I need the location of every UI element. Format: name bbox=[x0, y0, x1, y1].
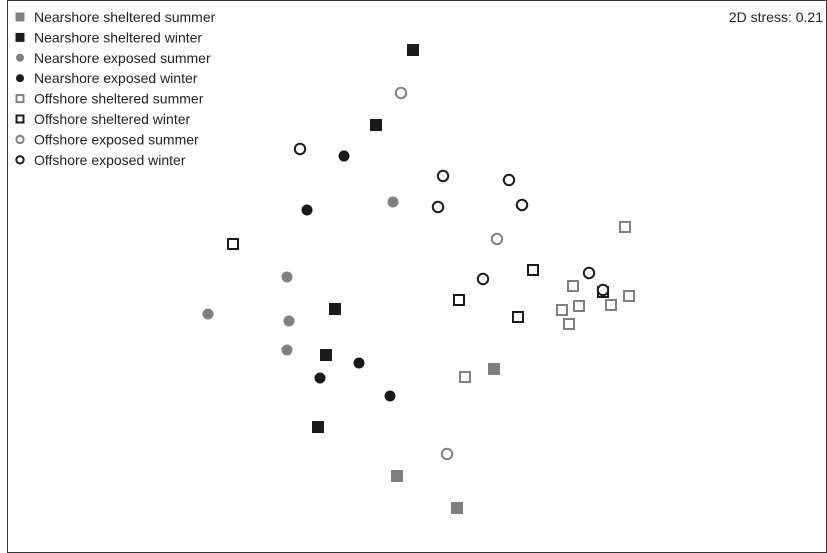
legend-label-offshore-exposed-winter: Offshore exposed winter bbox=[34, 152, 186, 168]
legend-label-offshore-sheltered-summer: Offshore sheltered summer bbox=[34, 91, 204, 107]
point-offshore-exposed-summer-1 bbox=[394, 86, 408, 100]
point-nearshore-exposed-summer-4 bbox=[283, 315, 295, 327]
point-nearshore-sheltered-summer-3 bbox=[451, 502, 463, 514]
series-offshore-exposed-summer bbox=[394, 86, 504, 461]
legend-marker-offshore-exposed-summer bbox=[15, 134, 25, 145]
point-nearshore-sheltered-winter-3 bbox=[329, 303, 341, 315]
point-offshore-sheltered-summer-3 bbox=[623, 290, 635, 302]
legend-marker-nearshore-sheltered-summer bbox=[15, 12, 25, 22]
point-nearshore-sheltered-summer-2 bbox=[391, 470, 403, 482]
point-offshore-sheltered-summer-2 bbox=[567, 280, 579, 292]
point-nearshore-exposed-winter-3 bbox=[353, 357, 365, 369]
series-nearshore-exposed-winter bbox=[301, 150, 396, 402]
point-offshore-exposed-winter-6 bbox=[476, 272, 490, 286]
series-nearshore-exposed-summer bbox=[202, 196, 399, 356]
point-offshore-sheltered-winter-2 bbox=[527, 264, 539, 276]
legend-label-nearshore-exposed-summer: Nearshore exposed summer bbox=[34, 50, 211, 66]
legend-label-nearshore-exposed-winter: Nearshore exposed winter bbox=[34, 70, 198, 86]
legend-label-offshore-exposed-summer: Offshore exposed summer bbox=[34, 131, 199, 147]
point-offshore-sheltered-summer-8 bbox=[459, 371, 471, 383]
legend-marker-nearshore-exposed-summer bbox=[16, 53, 24, 62]
legend-marker-offshore-sheltered-winter bbox=[15, 114, 25, 124]
point-offshore-exposed-winter-2 bbox=[436, 169, 450, 183]
point-nearshore-sheltered-summer-1 bbox=[488, 363, 500, 375]
legend-marker-offshore-exposed-winter bbox=[15, 155, 25, 165]
legend-item-offshore-exposed-winter: Offshore exposed winter bbox=[15, 152, 186, 168]
point-nearshore-sheltered-winter-5 bbox=[312, 421, 324, 433]
legend-marker-nearshore-sheltered-winter bbox=[15, 32, 25, 42]
point-offshore-sheltered-summer-1 bbox=[619, 221, 631, 233]
point-offshore-exposed-summer-2 bbox=[490, 232, 504, 246]
series-nearshore-sheltered-winter bbox=[312, 44, 419, 433]
point-nearshore-exposed-winter-1 bbox=[338, 150, 350, 162]
point-offshore-exposed-winter-3 bbox=[502, 173, 516, 187]
point-offshore-sheltered-summer-6 bbox=[605, 299, 617, 311]
legend-item-offshore-sheltered-winter: Offshore sheltered winter bbox=[15, 111, 190, 127]
legend-item-nearshore-sheltered-winter: Nearshore sheltered winter bbox=[15, 29, 202, 45]
series-offshore-exposed-winter bbox=[293, 142, 610, 297]
point-offshore-sheltered-summer-5 bbox=[573, 300, 585, 312]
point-offshore-sheltered-summer-4 bbox=[556, 304, 568, 316]
legend-marker-nearshore-exposed-winter bbox=[16, 74, 24, 83]
plot-frame bbox=[7, 0, 827, 553]
point-offshore-exposed-winter-8 bbox=[596, 283, 610, 297]
legend-item-offshore-exposed-summer: Offshore exposed summer bbox=[15, 131, 199, 147]
legend-marker-offshore-sheltered-summer bbox=[15, 94, 25, 104]
point-offshore-sheltered-winter-3 bbox=[453, 294, 465, 306]
point-offshore-exposed-summer-3 bbox=[440, 447, 454, 461]
legend-label-nearshore-sheltered-summer: Nearshore sheltered summer bbox=[34, 9, 216, 25]
data-points bbox=[202, 44, 635, 514]
point-nearshore-sheltered-winter-2 bbox=[370, 119, 382, 131]
legend-label-nearshore-sheltered-winter: Nearshore sheltered winter bbox=[34, 29, 202, 45]
point-nearshore-exposed-summer-1 bbox=[387, 196, 399, 208]
point-nearshore-exposed-winter-2 bbox=[301, 204, 313, 216]
point-offshore-exposed-winter-7 bbox=[582, 266, 596, 280]
point-offshore-sheltered-winter-4 bbox=[512, 311, 524, 323]
point-nearshore-exposed-summer-3 bbox=[202, 308, 214, 320]
legend-item-nearshore-exposed-summer: Nearshore exposed summer bbox=[16, 50, 211, 66]
point-offshore-exposed-winter-5 bbox=[515, 198, 529, 212]
point-nearshore-exposed-winter-4 bbox=[314, 372, 326, 384]
series-nearshore-sheltered-summer bbox=[391, 363, 500, 514]
point-offshore-sheltered-summer-7 bbox=[563, 318, 575, 330]
point-offshore-exposed-winter-4 bbox=[431, 200, 445, 214]
legend-item-offshore-sheltered-summer: Offshore sheltered summer bbox=[15, 91, 204, 107]
legend-label-offshore-sheltered-winter: Offshore sheltered winter bbox=[34, 111, 190, 127]
point-nearshore-exposed-summer-2 bbox=[281, 271, 293, 283]
legend-item-nearshore-sheltered-summer: Nearshore sheltered summer bbox=[15, 9, 216, 25]
point-nearshore-exposed-summer-5 bbox=[281, 344, 293, 356]
point-nearshore-sheltered-winter-4 bbox=[320, 349, 332, 361]
point-nearshore-sheltered-winter-1 bbox=[407, 44, 419, 56]
stress-annotation: 2D stress: 0.21 bbox=[729, 9, 823, 25]
point-nearshore-exposed-winter-5 bbox=[384, 390, 396, 402]
point-offshore-sheltered-winter-1 bbox=[227, 238, 239, 250]
legend-item-nearshore-exposed-winter: Nearshore exposed winter bbox=[16, 70, 198, 86]
legend: Nearshore sheltered summer Nearshore shel… bbox=[15, 9, 216, 168]
point-offshore-exposed-winter-1 bbox=[293, 142, 307, 156]
series-offshore-sheltered-summer bbox=[459, 221, 635, 383]
